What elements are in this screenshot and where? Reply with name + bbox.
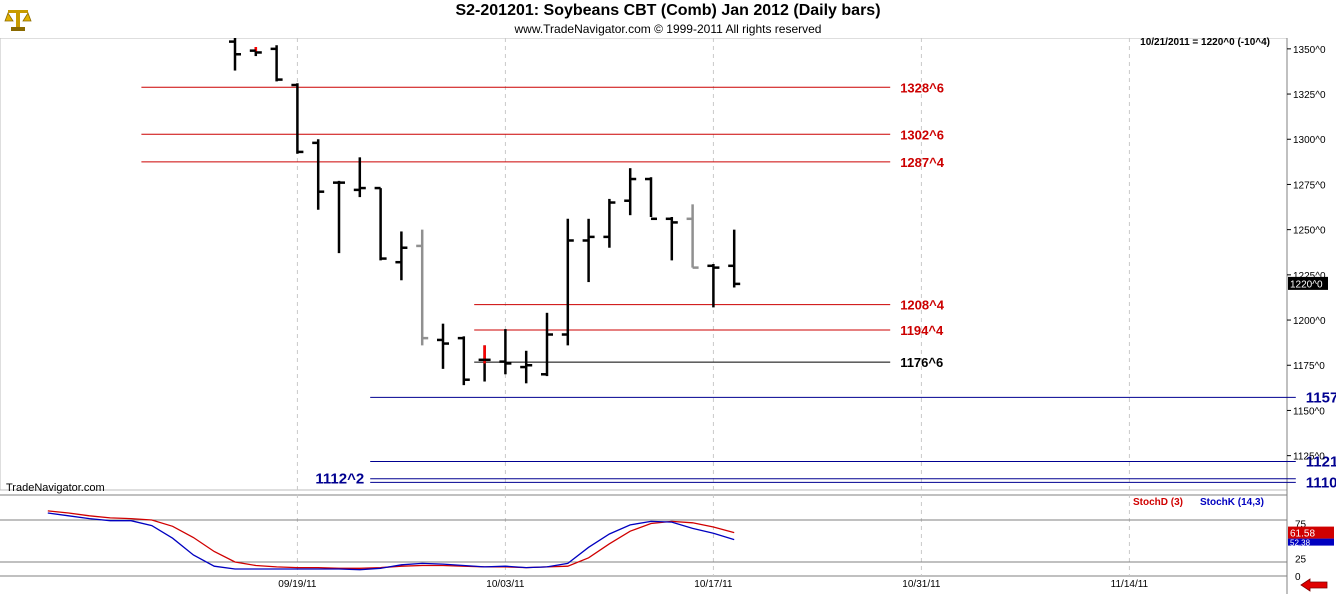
ohlc-bar [395, 231, 408, 281]
price-panel-frame [0, 37, 1288, 491]
price-tick-label: 1150^0 [1293, 406, 1325, 417]
price-tick-label: 1225^0 [1293, 271, 1326, 282]
ohlc-bar [561, 218, 574, 346]
level-label: 1112^2 [315, 471, 364, 488]
stoch-k-last-box [1288, 538, 1334, 546]
ohlc-bar [520, 350, 533, 384]
legend-stoch-k: StochK (14,3) [1200, 497, 1264, 508]
price-tick-label: 1200^0 [1293, 316, 1326, 327]
date-tick-label: 11/14/11 [1111, 579, 1149, 590]
ohlc-bar [624, 168, 637, 216]
ohlc-bar [333, 180, 345, 254]
ohlc-bar [312, 139, 325, 210]
price-tick-label: 1300^0 [1293, 135, 1326, 146]
ohlc-bar [582, 218, 595, 283]
stoch-tick-label: 0 [1295, 572, 1301, 583]
price-tick-label: 1175^0 [1293, 361, 1325, 372]
level-label: 1328^6 [900, 80, 944, 95]
price-tick-label: 1350^0 [1293, 45, 1326, 56]
level-label: 1194^4 [900, 323, 944, 338]
scales-logo-icon[interactable] [4, 4, 32, 32]
price-tick-label: 1275^0 [1293, 180, 1326, 191]
stoch-d-last-label: 61.58 [1290, 529, 1315, 540]
price-tick-label: 1125^0 [1293, 452, 1325, 463]
ohlc-bar [374, 186, 387, 261]
level-label: 1208^4 [900, 298, 945, 313]
chart-title: S2-201201: Soybeans CBT (Comb) Jan 2012 … [455, 2, 881, 19]
date-tick-label: 09/19/11 [278, 579, 317, 590]
title-bar: S2-201201: Soybeans CBT (Comb) Jan 2012 … [0, 0, 1336, 38]
ohlc-bar [541, 312, 553, 377]
back-arrow-icon[interactable] [1300, 578, 1328, 592]
ohlc-bar [353, 157, 366, 198]
last-price-label: 1220^0 [1290, 279, 1323, 290]
level-label: 1287^4 [900, 155, 945, 170]
ohlc-bar [665, 216, 678, 261]
legend-stoch-d: StochD (3) [1133, 497, 1183, 508]
stoch-k-last-label: 52.38 [1290, 539, 1311, 548]
bar-layer [229, 38, 741, 386]
price-tick-label: 1250^0 [1293, 226, 1326, 237]
brand-label: TradeNavigator.com [6, 482, 105, 494]
ohlc-bar [603, 198, 616, 248]
axis-layer: 09/19/11 10/03/11 10/17/11 10/31/11 11/14/11… [278, 45, 1328, 590]
grid-layer [0, 37, 1288, 594]
ohlc-bar [457, 336, 470, 386]
price-tick-label: 1325^0 [1293, 90, 1326, 101]
level-label: 1176^6 [900, 355, 943, 370]
level-label: 1302^6 [900, 127, 944, 142]
ohlc-bar [416, 229, 429, 346]
date-tick-label: 10/03/11 [486, 579, 525, 590]
stoch-tick-label: 25 [1295, 555, 1307, 566]
ohlc-bar [728, 229, 741, 288]
ohlc-bar [229, 38, 241, 71]
level-label: 1110^2 [1306, 474, 1336, 491]
last-price-stamp: 10/21/2011 = 1220^0 (-10^4) [1140, 37, 1270, 48]
stoch-d-last-box [1288, 526, 1334, 539]
date-tick-label: 10/31/11 [902, 579, 941, 590]
ohlc-bar [478, 345, 491, 382]
stoch-k-line [47, 512, 735, 571]
ohlc-bar [707, 264, 720, 308]
level-label: 1157^2 [1306, 389, 1336, 406]
ohlc-bar [686, 204, 699, 269]
ohlc-bar [499, 329, 512, 375]
ohlc-bar [645, 177, 657, 221]
level-layer: 1328^6 1302^6 1287^4 1208^4 1194^4 1176^6 1157… [141, 80, 1336, 491]
ohlc-bar [249, 47, 262, 57]
ohlc-bar [270, 45, 283, 82]
last-price-box [1288, 276, 1328, 290]
ohlc-bar [291, 83, 304, 154]
chart-subtitle: www.TradeNavigator.com © 1999-2011 All r… [514, 22, 822, 36]
ohlc-bar [437, 323, 449, 369]
stoch-tick-label: 75 [1295, 520, 1307, 531]
date-tick-label: 10/17/11 [694, 579, 733, 590]
level-label: 1121^6 [1306, 454, 1336, 471]
